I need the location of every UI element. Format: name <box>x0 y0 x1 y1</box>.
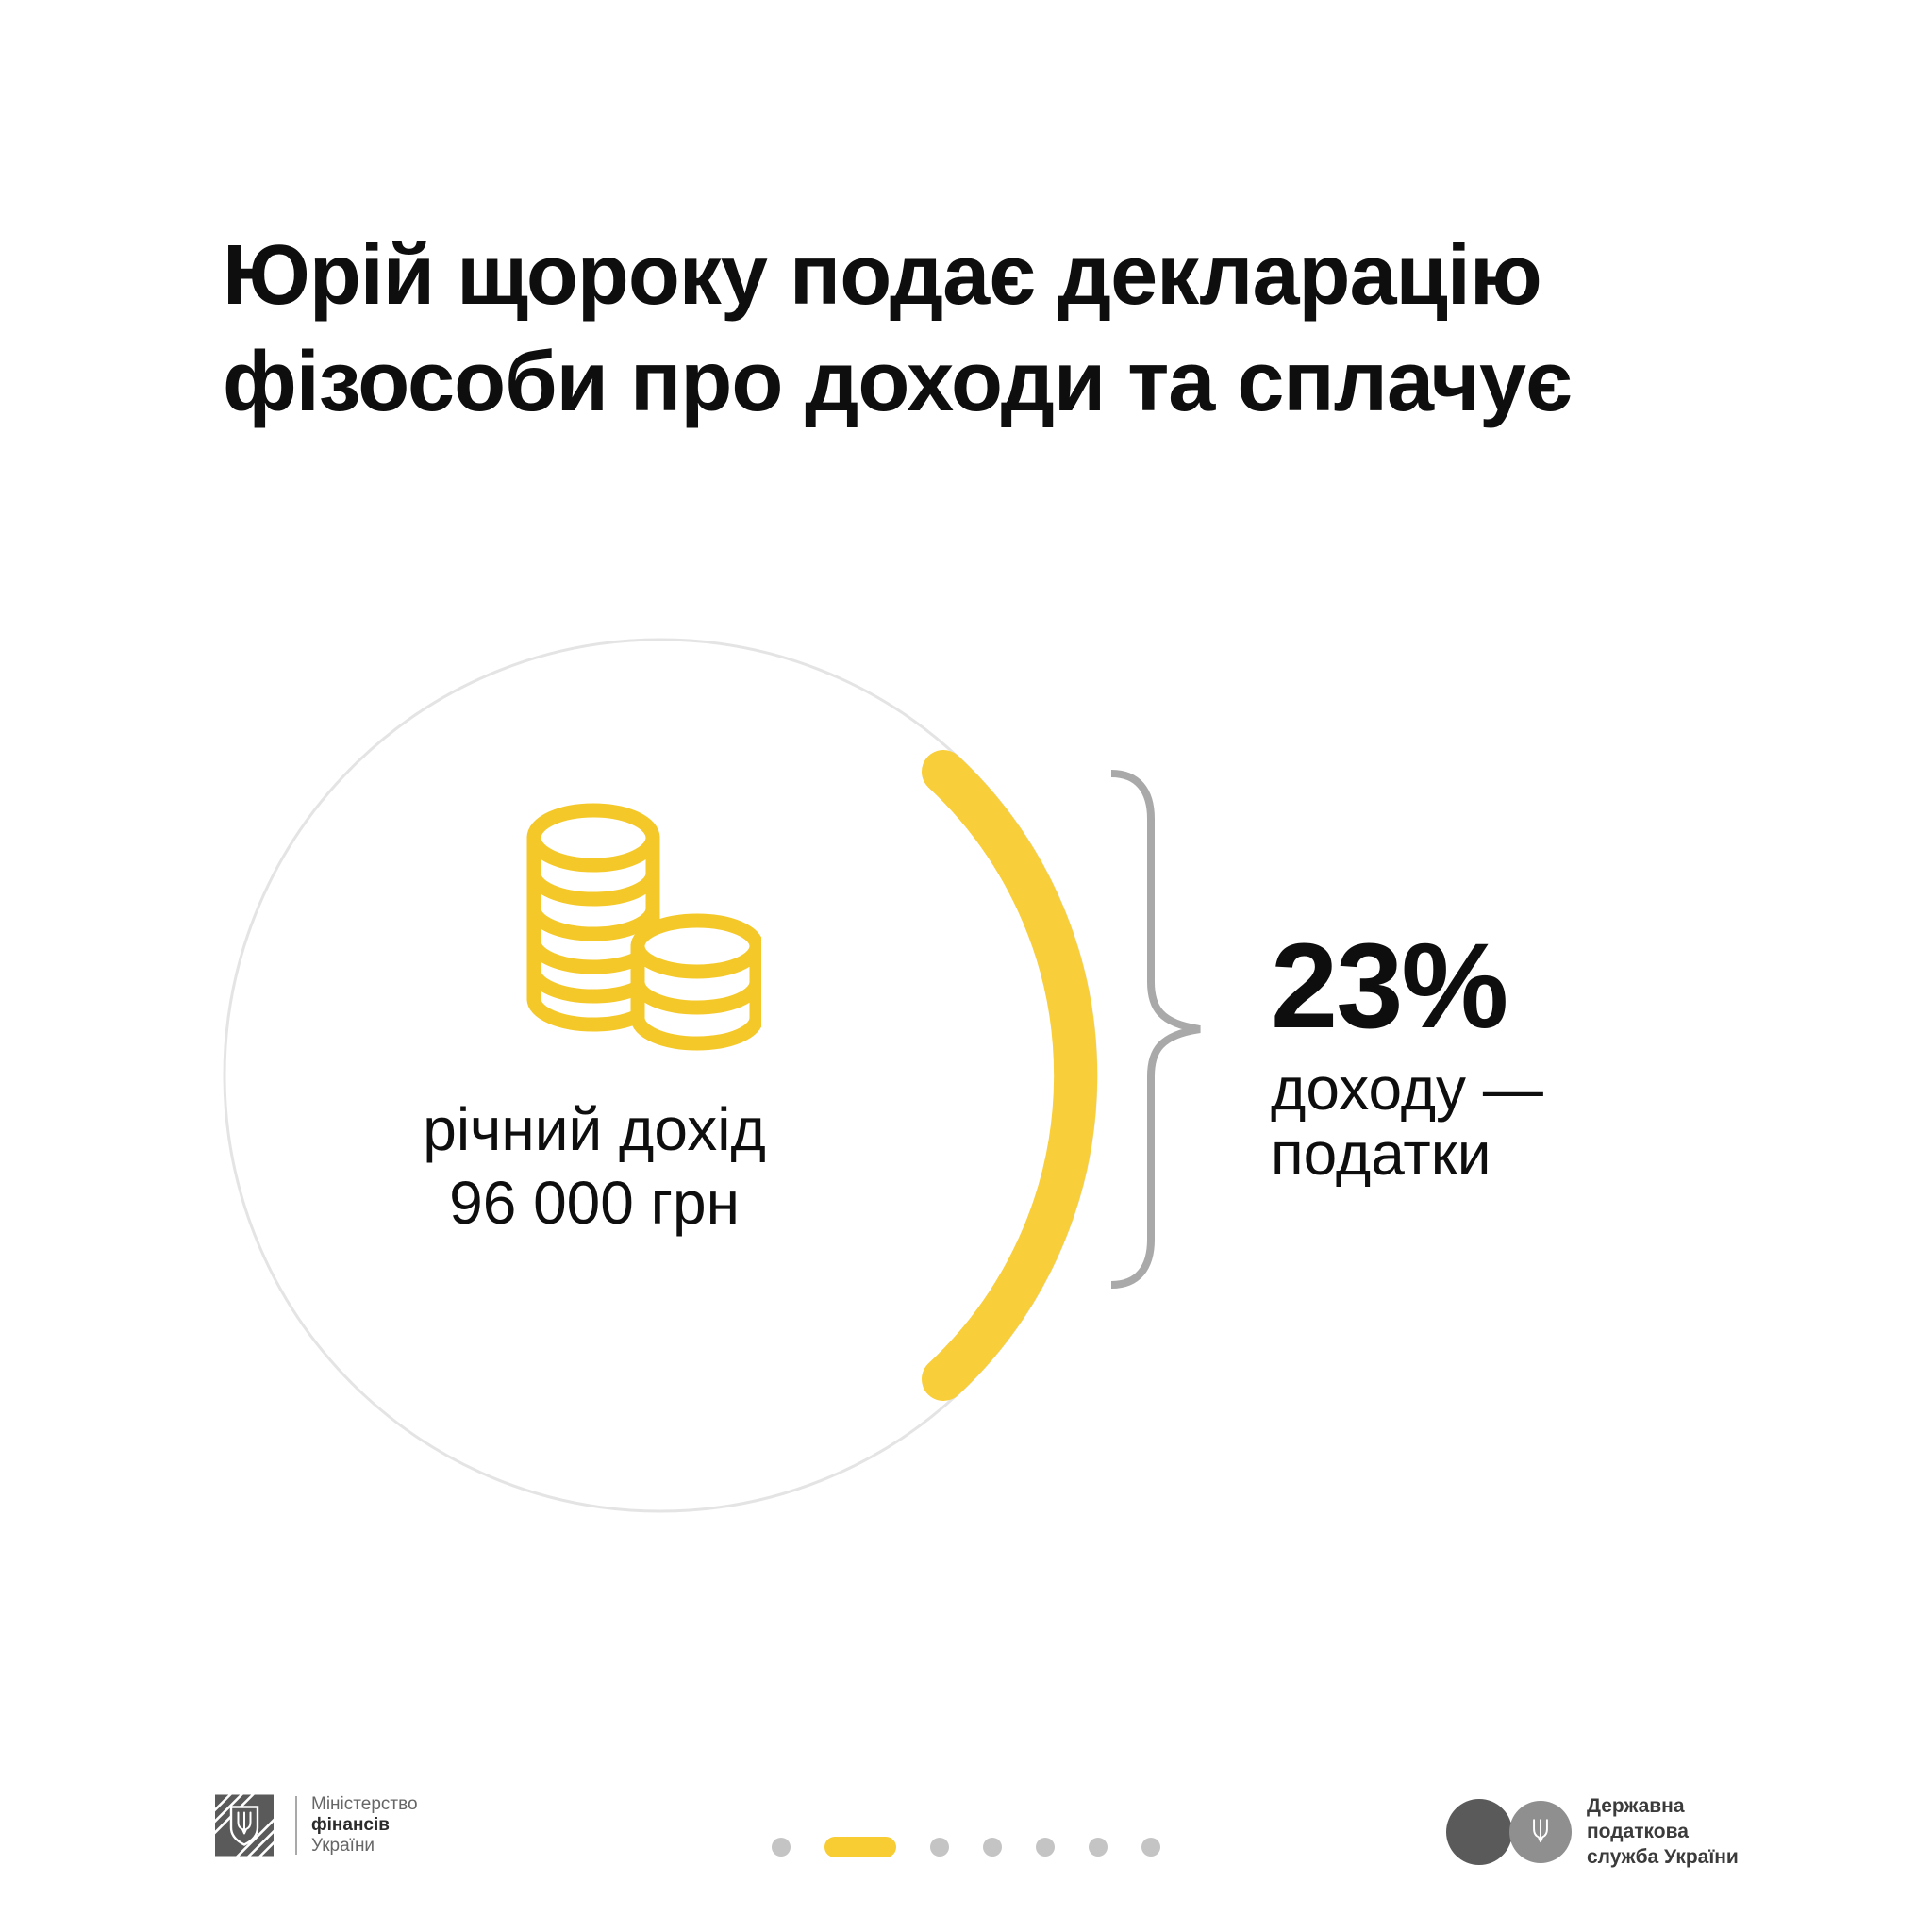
dark-circle <box>1446 1798 1512 1865</box>
tax-service-emblem <box>1446 1798 1573 1865</box>
title-line-2: фізособи про доходи та сплачує <box>223 335 1573 430</box>
tax-label-line-1: Державна <box>1587 1795 1685 1817</box>
coins-icon <box>526 803 761 1051</box>
pagination-active-pill[interactable] <box>824 1837 896 1857</box>
tax-callout-line-1: доходу — <box>1271 1055 1543 1123</box>
page-title: Юрій щороку подає декларацію фізособи пр… <box>223 223 1573 436</box>
tax-percent: 23% <box>1271 919 1508 1054</box>
minfin-label-line-3: України <box>311 1836 375 1856</box>
pagination-dot[interactable] <box>1141 1838 1160 1857</box>
tax-service-logo: Державна податкова служба України <box>1446 1793 1739 1870</box>
pagination <box>772 1834 1160 1860</box>
income-label: річний дохід 96 000 грн <box>311 1092 877 1240</box>
tax-share-arc <box>922 750 1098 1401</box>
tax-callout: 23% доходу — податки <box>1271 924 1543 1187</box>
income-label-line-1: річний дохід <box>423 1095 766 1163</box>
tax-label-line-2: податкова <box>1587 1821 1689 1842</box>
pagination-dot[interactable] <box>983 1838 1002 1857</box>
income-label-line-2: 96 000 грн <box>449 1169 740 1237</box>
pagination-dot[interactable] <box>772 1838 791 1857</box>
title-line-1: Юрій щороку подає декларацію <box>223 228 1542 324</box>
pagination-dot[interactable] <box>1036 1838 1055 1857</box>
minfin-emblem-icon <box>215 1794 274 1857</box>
tax-callout-line-2: податки <box>1271 1120 1491 1188</box>
minfin-label-line-2: фінансів <box>311 1815 390 1835</box>
minfin-label-line-1: Міністерство <box>311 1794 418 1814</box>
trident-icon <box>1533 1818 1548 1842</box>
logo-divider <box>295 1796 297 1855</box>
light-circle <box>1509 1800 1572 1863</box>
minfin-logo: Міністерство фінансів України <box>215 1794 418 1857</box>
pagination-dot[interactable] <box>1089 1838 1108 1857</box>
tax-label-line-3: служба України <box>1587 1846 1739 1868</box>
pagination-dot[interactable] <box>930 1838 949 1857</box>
income-circle <box>223 638 1098 1513</box>
curly-brace <box>1110 770 1201 1289</box>
